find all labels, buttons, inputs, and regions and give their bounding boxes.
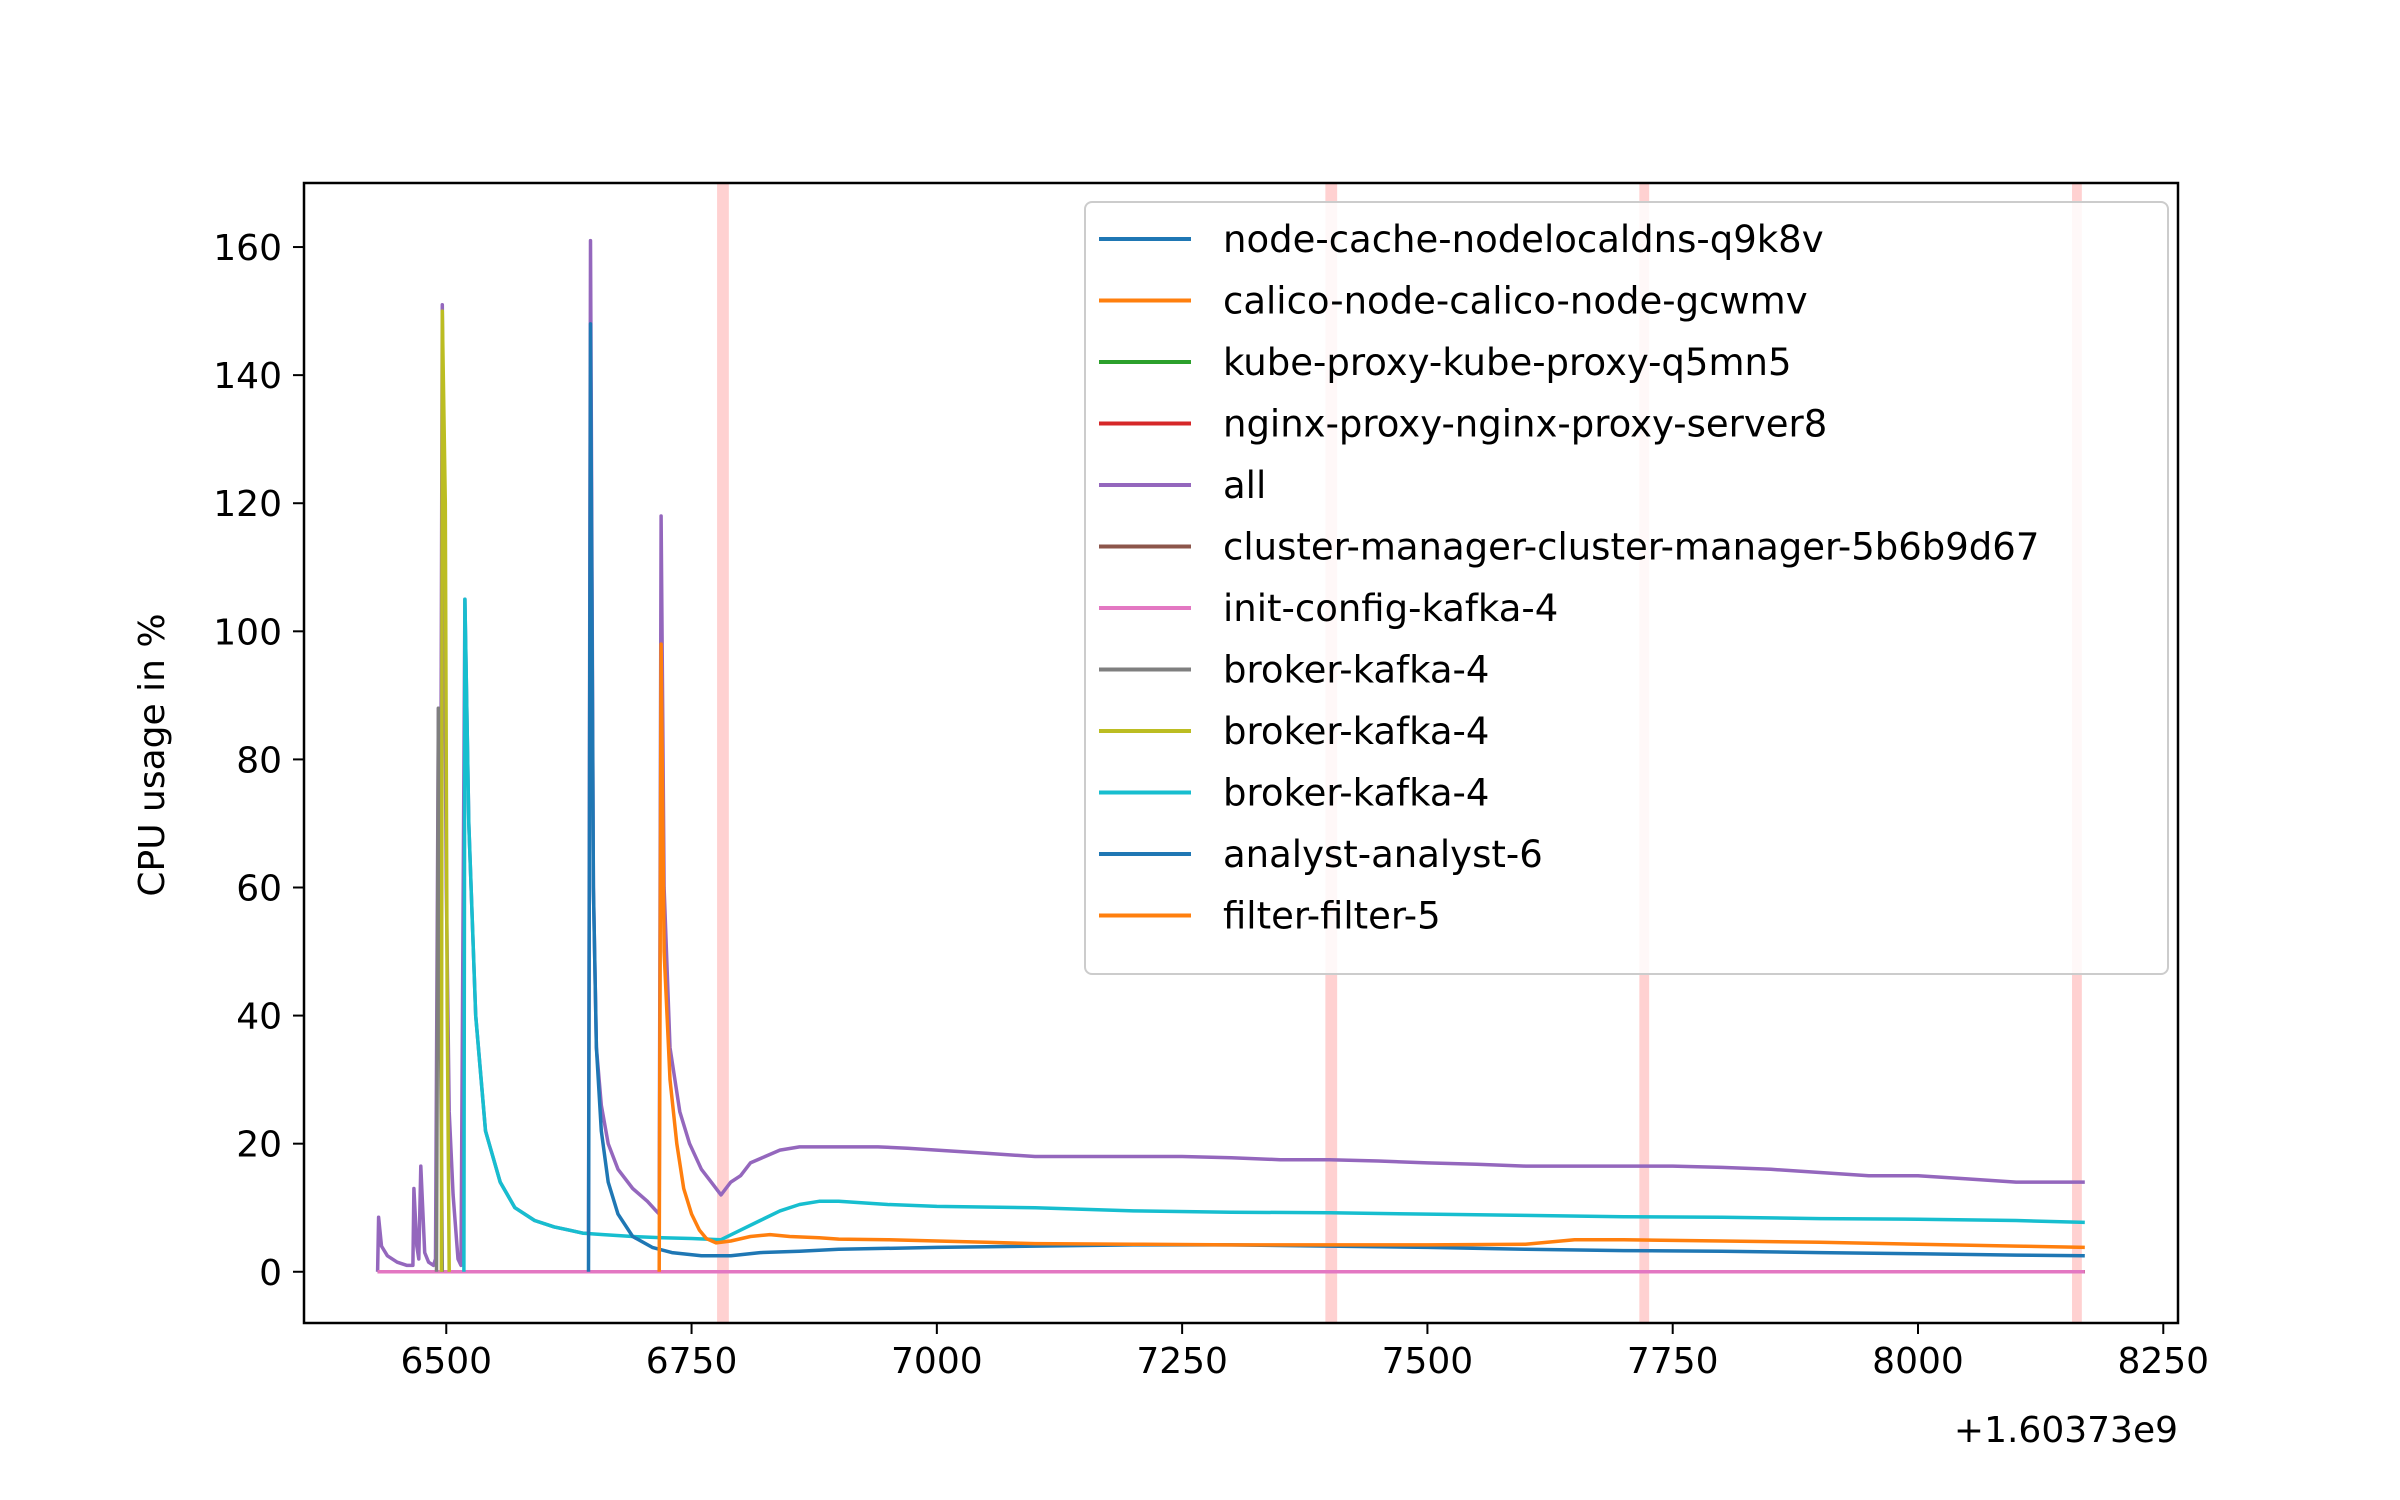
x-tick-label: 6750 bbox=[646, 1341, 738, 1382]
x-tick-label: 7500 bbox=[1382, 1341, 1474, 1382]
y-axis: 0 20 40 60 80 100 120 140 160 bbox=[213, 228, 304, 1294]
x-tick-label: 6500 bbox=[400, 1341, 492, 1382]
series-line bbox=[439, 309, 451, 1272]
y-tick-label: 20 bbox=[236, 1125, 282, 1166]
legend-label: all bbox=[1223, 464, 1266, 507]
series-line bbox=[657, 642, 2085, 1272]
y-tick-label: 40 bbox=[236, 997, 282, 1038]
legend-label: filter-filter-5 bbox=[1223, 895, 1441, 938]
legend-label: broker-kafka-4 bbox=[1223, 649, 1489, 692]
legend-label: calico-node-calico-node-gcwmv bbox=[1223, 280, 1808, 323]
legend-label: analyst-analyst-6 bbox=[1223, 833, 1543, 876]
legend-label: node-cache-nodelocaldns-q9k8v bbox=[1223, 218, 1824, 261]
highlight-band bbox=[717, 183, 729, 1323]
legend-label: broker-kafka-4 bbox=[1223, 772, 1489, 815]
y-tick-label: 80 bbox=[236, 740, 282, 781]
y-tick-label: 140 bbox=[213, 356, 282, 397]
y-tick-label: 100 bbox=[213, 612, 282, 653]
y-tick-label: 160 bbox=[213, 228, 282, 269]
x-tick-label: 8000 bbox=[1872, 1341, 1964, 1382]
series-line bbox=[462, 597, 2085, 1272]
y-tick-label: 0 bbox=[259, 1253, 282, 1294]
x-tick-label: 7250 bbox=[1136, 1341, 1228, 1382]
legend-label: init-config-kafka-4 bbox=[1223, 587, 1558, 630]
legend: node-cache-nodelocaldns-q9k8v calico-node… bbox=[1084, 201, 2169, 975]
legend-label: nginx-proxy-nginx-proxy-server8 bbox=[1223, 403, 1827, 446]
legend-label: cluster-manager-cluster-manager-5b6b9d67 bbox=[1223, 526, 2039, 569]
y-axis-label: CPU usage in % bbox=[132, 613, 173, 896]
x-axis: 6500 6750 7000 7250 7500 7750 8000 8250 bbox=[400, 1323, 2209, 1382]
series-lines bbox=[375, 238, 2085, 1274]
y-tick-label: 120 bbox=[213, 484, 282, 525]
x-tick-label: 7000 bbox=[891, 1341, 983, 1382]
x-tick-label: 8250 bbox=[2117, 1341, 2209, 1382]
legend-label: kube-proxy-kube-proxy-q5mn5 bbox=[1223, 341, 1792, 384]
x-tick-label: 7750 bbox=[1627, 1341, 1719, 1382]
x-axis-offset-label: +1.60373e9 bbox=[1954, 1410, 2178, 1451]
plot-frame bbox=[302, 181, 2180, 1325]
legend-label: broker-kafka-4 bbox=[1223, 710, 1489, 753]
y-tick-label: 60 bbox=[236, 868, 282, 909]
series-line bbox=[586, 322, 2085, 1272]
legend-box bbox=[1084, 201, 2169, 975]
